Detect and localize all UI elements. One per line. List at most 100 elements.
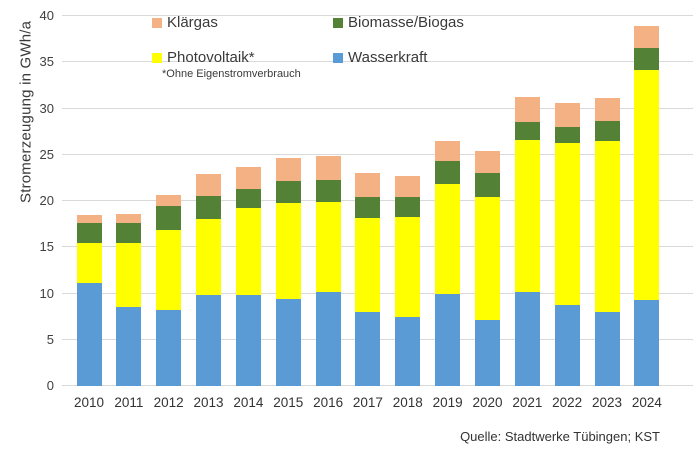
bar-segment-2023-photovoltaik: [594, 140, 620, 312]
gridline-y-25: [62, 153, 693, 155]
y-tick-label-20: 20: [39, 193, 54, 208]
legend-swatch-klaergas: [152, 18, 162, 28]
gridline-y-40: [62, 15, 693, 16]
bar-segment-2014-klrgas: [235, 166, 261, 189]
legend-label: Photovoltaik*: [167, 49, 255, 66]
y-tick-label-10: 10: [39, 285, 54, 301]
bar-segment-2020-photovoltaik: [475, 197, 500, 321]
bar-segment-2022-biomassebiogas: [554, 127, 580, 143]
bar-segment-2024-biomassebiogas: [634, 48, 660, 70]
bar-segment-2017-photovoltaik: [355, 217, 381, 312]
bar-segment-2019-wasserkraft: [435, 294, 461, 386]
y-tick-label-30: 30: [39, 100, 54, 116]
x-tick-label-2016: 2016: [313, 395, 344, 410]
bar-segment-2012-wasserkraft: [156, 310, 182, 386]
bar-segment-2017-klrgas: [355, 173, 381, 198]
y-tick-label-35: 35: [39, 54, 54, 70]
x-tick-label-2021: 2021: [512, 395, 543, 410]
bar-segment-2013-wasserkraft: [196, 295, 222, 386]
gridline-y-35: [62, 61, 693, 63]
y-tick-label-5: 5: [46, 331, 54, 347]
bar-segment-2023-biomassebiogas: [594, 121, 620, 141]
bar-segment-2021-wasserkraft: [514, 291, 540, 386]
legend-swatch-photovoltaik: [152, 53, 162, 63]
bar-segment-2021-biomassebiogas: [514, 122, 540, 140]
bar-segment-2016-photovoltaik: [315, 201, 341, 292]
bar-segment-2011-wasserkraft: [116, 307, 142, 386]
x-tick-label-2017: 2017: [352, 395, 383, 410]
bar-segment-2010-wasserkraft: [76, 283, 102, 386]
bar-segment-2023-wasserkraft: [594, 312, 620, 386]
bar-segment-2021-klrgas: [514, 97, 540, 123]
x-tick-label-2024: 2024: [631, 395, 662, 410]
legend-footnote: *Ohne Eigenstromverbrauch: [162, 68, 301, 80]
bar-segment-2015-biomassebiogas: [275, 180, 301, 203]
legend-swatch-biomasse-biogas: [333, 18, 343, 28]
x-axis-tick-labels: 2010 2011 2012 2013 2014 2015 2016 2017 2018 2019…: [62, 395, 693, 415]
x-tick-label-2012: 2012: [153, 395, 184, 410]
bar-segment-2024-photovoltaik: [634, 69, 660, 300]
bar-segment-2018-biomassebiogas: [395, 197, 421, 217]
bar-segment-2013-photovoltaik: [196, 218, 222, 296]
legend-label: Klärgas: [167, 14, 218, 31]
bar-segment-2012-klrgas: [156, 194, 182, 206]
bar-segment-2016-klrgas: [315, 155, 341, 180]
y-tick-label-25: 25: [39, 146, 54, 162]
bar-segment-2020-wasserkraft: [475, 320, 500, 386]
bar-segment-2011-photovoltaik: [116, 242, 142, 308]
y-tick-label-40: 40: [39, 8, 54, 23]
bar-segment-2024-wasserkraft: [634, 299, 660, 386]
x-tick-label-2015: 2015: [273, 395, 304, 410]
bar-segment-2012-photovoltaik: [156, 229, 182, 311]
x-tick-label-2011: 2011: [114, 395, 144, 410]
bar-segment-2022-photovoltaik: [554, 142, 580, 305]
bar-segment-2014-photovoltaik: [235, 208, 261, 296]
y-tick-label-15: 15: [39, 239, 54, 255]
bar-segment-2010-photovoltaik: [76, 242, 102, 284]
legend-swatch-wasserkraft: [333, 53, 343, 63]
bar-segment-2015-photovoltaik: [275, 202, 301, 300]
x-tick-label-2018: 2018: [392, 395, 423, 410]
x-tick-label-2022: 2022: [552, 395, 583, 410]
source-note: Quelle: Stadtwerke Tübingen; KST: [460, 429, 660, 444]
bar-segment-2013-biomassebiogas: [196, 196, 222, 219]
bar-segment-2023-klrgas: [594, 98, 620, 122]
bar-segment-2020-biomassebiogas: [475, 173, 500, 198]
bar-segment-2016-wasserkraft: [315, 291, 341, 386]
legend-label: Wasserkraft: [348, 49, 428, 66]
x-tick-label-2019: 2019: [432, 395, 463, 410]
bar-segment-2010-biomassebiogas: [76, 223, 102, 243]
bar-segment-2018-photovoltaik: [395, 216, 421, 317]
bar-segment-2022-klrgas: [554, 102, 580, 127]
bar-segment-2012-biomassebiogas: [156, 205, 182, 230]
bar-segment-2010-klrgas: [76, 214, 102, 224]
bar-segment-2019-photovoltaik: [435, 184, 461, 295]
bar-segment-2015-klrgas: [275, 158, 301, 181]
bar-segment-2015-wasserkraft: [275, 299, 301, 386]
x-tick-label-2013: 2013: [193, 395, 224, 410]
bar-segment-2018-wasserkraft: [395, 316, 421, 386]
bar-segment-2011-biomassebiogas: [116, 223, 142, 243]
x-tick-label-2023: 2023: [592, 395, 623, 410]
bar-segment-2019-klrgas: [435, 140, 461, 162]
bar-segment-2014-wasserkraft: [235, 295, 261, 386]
bar-segment-2016-biomassebiogas: [315, 179, 341, 202]
plot-area: [62, 15, 693, 386]
bar-segment-2021-photovoltaik: [514, 139, 540, 292]
bar-segment-2019-biomassebiogas: [435, 161, 461, 185]
bar-segment-2011-klrgas: [116, 213, 142, 224]
bar-segment-2018-klrgas: [395, 176, 421, 198]
bar-segment-2013-klrgas: [196, 174, 222, 197]
x-tick-label-2014: 2014: [233, 395, 264, 410]
bar-segment-2020-klrgas: [475, 151, 500, 174]
bar-segment-2017-wasserkraft: [355, 312, 381, 386]
x-tick-label-2010: 2010: [73, 395, 105, 410]
legend-label: Biomasse/Biogas: [348, 14, 464, 31]
bar-segment-2022-wasserkraft: [554, 304, 580, 386]
x-tick-label-2020: 2020: [472, 395, 503, 410]
bar-segment-2024-klrgas: [634, 26, 660, 49]
y-axis-tick-labels: 0 5 10 15 20 25 30 35 40: [0, 8, 54, 393]
gridline-y-30: [62, 107, 693, 109]
bar-segment-2014-biomassebiogas: [235, 188, 261, 209]
